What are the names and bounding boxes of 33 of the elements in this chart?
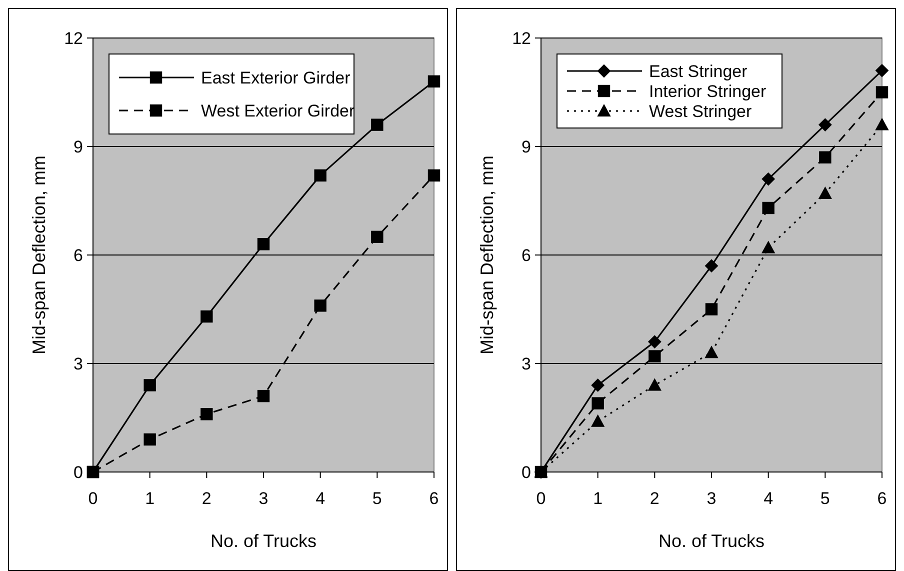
x-tick-label: 6 xyxy=(429,489,439,508)
y-tick-label: 0 xyxy=(74,462,83,482)
y-axis-title: Mid-span Deflection, mm xyxy=(477,155,497,355)
y-tick-label: 12 xyxy=(64,28,83,48)
y-tick-label: 9 xyxy=(74,137,83,156)
x-tick-label: 5 xyxy=(820,489,830,508)
legend-label: Interior Stringer xyxy=(649,82,766,101)
x-tick-label: 4 xyxy=(764,489,774,508)
legend-label: East Stringer xyxy=(649,62,748,81)
x-axis-title: No. of Trucks xyxy=(658,531,765,551)
legend-label: East Exterior Girder xyxy=(201,68,351,88)
x-tick-label: 2 xyxy=(650,489,660,508)
y-tick-label: 3 xyxy=(522,354,531,374)
x-tick-label: 0 xyxy=(536,489,546,508)
legend-label: West Exterior Girder xyxy=(201,101,356,120)
x-tick-label: 3 xyxy=(258,489,268,508)
y-tick-label: 9 xyxy=(522,137,531,156)
y-tick-label: 6 xyxy=(522,246,531,265)
y-tick-label: 0 xyxy=(522,462,531,482)
x-tick-label: 6 xyxy=(877,489,887,508)
x-tick-label: 1 xyxy=(145,489,155,508)
x-tick-label: 1 xyxy=(593,489,603,508)
y-tick-label: 6 xyxy=(74,246,83,265)
x-tick-label: 4 xyxy=(316,489,326,508)
y-tick-label: 3 xyxy=(74,354,83,374)
x-tick-label: 2 xyxy=(202,489,212,508)
y-axis-title: Mid-span Deflection, mm xyxy=(29,155,49,355)
x-tick-label: 5 xyxy=(372,489,382,508)
x-tick-label: 3 xyxy=(706,489,716,508)
x-axis-title: No. of Trucks xyxy=(210,531,317,551)
y-tick-label: 12 xyxy=(512,28,531,48)
legend-label: West Stringer xyxy=(649,102,752,121)
x-tick-label: 0 xyxy=(88,489,98,508)
